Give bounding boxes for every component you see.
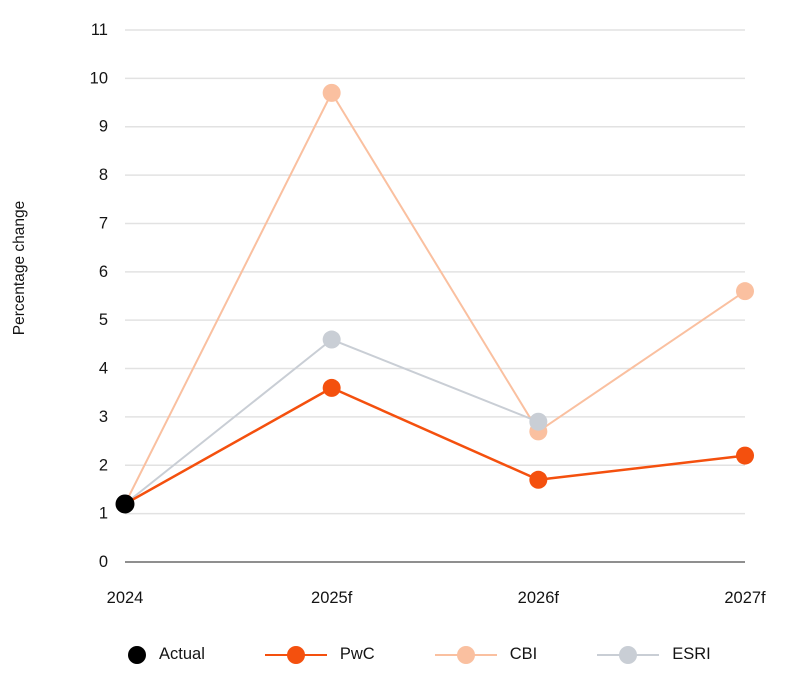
legend-item-pwc: PwC [264,645,375,664]
y-tick-label-0: 0 [99,553,108,571]
y-tick-label-3: 3 [99,408,108,426]
legend-dot [456,645,475,664]
legend-dot [286,645,305,664]
y-tick-label-11: 11 [91,21,108,39]
x-tick-label-2025f: 2025f [311,589,353,607]
y-tick-label-9: 9 [99,118,108,136]
legend-label: ESRI [672,645,711,663]
legend-marker-pwc-icon [264,645,327,664]
x-tick-label-2024: 2024 [107,589,144,607]
series-line-pwc [123,386,747,506]
series-line-cbi [124,91,746,505]
x-tick-label-2027f: 2027f [724,589,766,607]
series-line-esri [124,338,540,505]
y-tick-label-4: 4 [99,360,108,378]
legend-dot [128,645,146,664]
data-point-cbi-2027f [736,282,754,301]
data-point-pwc-2026f [529,470,548,489]
data-point-pwc-2027f [736,446,754,465]
data-point-pwc-2025f [322,378,341,397]
x-tick-label-2026f: 2026f [518,589,560,607]
data-point-cbi-2025f [322,83,341,102]
legend-item-esri: ESRI [597,645,711,664]
y-tick-label-6: 6 [99,263,108,281]
legend-marker-cbi-icon [434,645,497,664]
legend-dot [619,645,638,664]
y-tick-label-7: 7 [99,214,108,232]
legend-marker-esri-icon [597,645,660,664]
y-tick-label-1: 1 [99,505,108,523]
y-tick-label-5: 5 [99,311,108,329]
legend-label: CBI [509,645,538,663]
y-tick-label-10: 10 [90,69,108,87]
legend-marker-actual-icon [128,645,146,664]
data-point-actual-2024 [115,494,135,514]
legend-item-actual: Actual [128,645,205,664]
chart-svg: 0 1 2 3 4 5 6 7 8 9 10 11 Percentage change 2024 2025f… [11,21,766,607]
y-tick-label-2: 2 [99,456,108,474]
legend-label: PwC [339,645,375,663]
legend-label: Actual [159,645,205,663]
data-point-esri-2025f [322,330,341,349]
y-axis-title: Percentage change [11,201,28,335]
data-point-esri-2026f [529,412,548,431]
chart-legend: Actual PwC CBI ESRI [128,645,800,664]
legend-item-cbi: CBI [434,645,538,664]
y-tick-label-8: 8 [99,166,108,184]
